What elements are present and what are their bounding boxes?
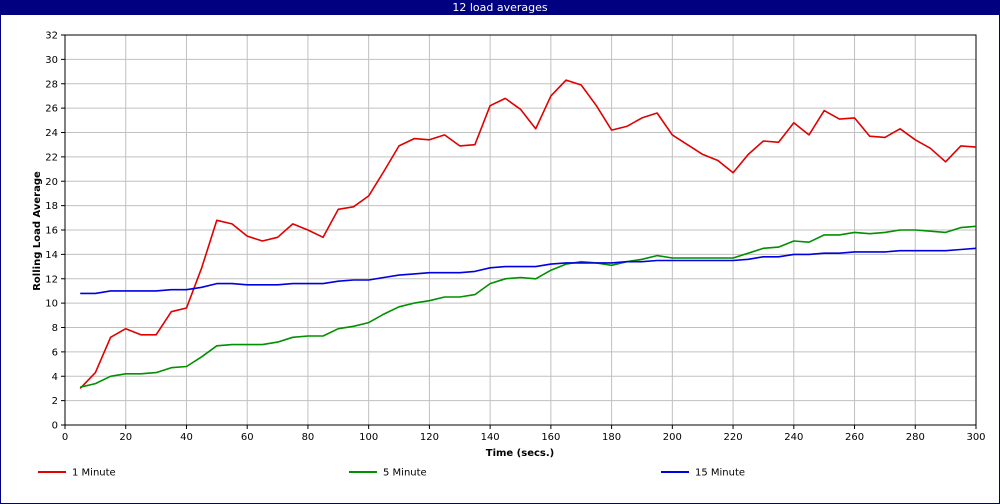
y-tick-label: 14	[45, 250, 58, 261]
legend-label: 5 Minute	[383, 468, 427, 479]
axis-ticks: 0 20 40 60 80 100 120 140 160 180 200 220 240 260 280 3…	[45, 31, 985, 444]
chart-title: 12 load averages	[0, 0, 1000, 15]
y-tick-label: 20	[45, 177, 58, 188]
y-tick-label: 16	[45, 226, 58, 237]
y-tick-label: 22	[45, 152, 58, 163]
y-tick-label: 10	[45, 299, 58, 310]
x-tick-label: 20	[119, 432, 132, 443]
x-tick-label: 100	[359, 432, 378, 443]
y-tick-label: 30	[45, 55, 58, 66]
y-tick-label: 24	[45, 128, 58, 139]
y-tick-label: 18	[45, 201, 58, 212]
legend: 1 Minute 5 Minute 15 Minute	[38, 468, 745, 479]
y-tick-label: 32	[45, 31, 58, 42]
legend-label: 15 Minute	[695, 468, 745, 479]
y-tick-label: 4	[52, 372, 58, 383]
x-tick-label: 60	[241, 432, 254, 443]
x-tick-label: 0	[62, 432, 68, 443]
x-tick-label: 40	[180, 432, 193, 443]
y-tick-label: 2	[52, 396, 58, 407]
y-axis-title: Rolling Load Average	[32, 171, 43, 291]
x-tick-label: 160	[541, 432, 560, 443]
y-tick-label: 26	[45, 104, 58, 115]
x-tick-label: 120	[420, 432, 439, 443]
x-tick-label: 140	[481, 432, 500, 443]
series-line-1-minute	[79, 79, 977, 389]
x-tick-label: 180	[602, 432, 621, 443]
legend-label: 1 Minute	[72, 468, 116, 479]
x-tick-label: 300	[966, 432, 985, 443]
y-tick-label: 28	[45, 79, 58, 90]
x-axis-title: Time (secs.)	[486, 448, 555, 459]
x-tick-label: 280	[906, 432, 925, 443]
y-tick-label: 0	[52, 421, 58, 432]
series-line-15-minute	[80, 247, 977, 295]
x-tick-label: 200	[663, 432, 682, 443]
y-tick-label: 6	[52, 347, 58, 358]
x-tick-label: 220	[724, 432, 743, 443]
series-lines	[79, 79, 977, 389]
y-tick-label: 12	[45, 274, 58, 285]
x-tick-label: 240	[784, 432, 803, 443]
y-tick-label: 8	[52, 323, 58, 334]
x-tick-label: 260	[845, 432, 864, 443]
x-tick-label: 80	[302, 432, 315, 443]
series-line-5-minute	[80, 225, 977, 388]
grid	[64, 34, 977, 426]
